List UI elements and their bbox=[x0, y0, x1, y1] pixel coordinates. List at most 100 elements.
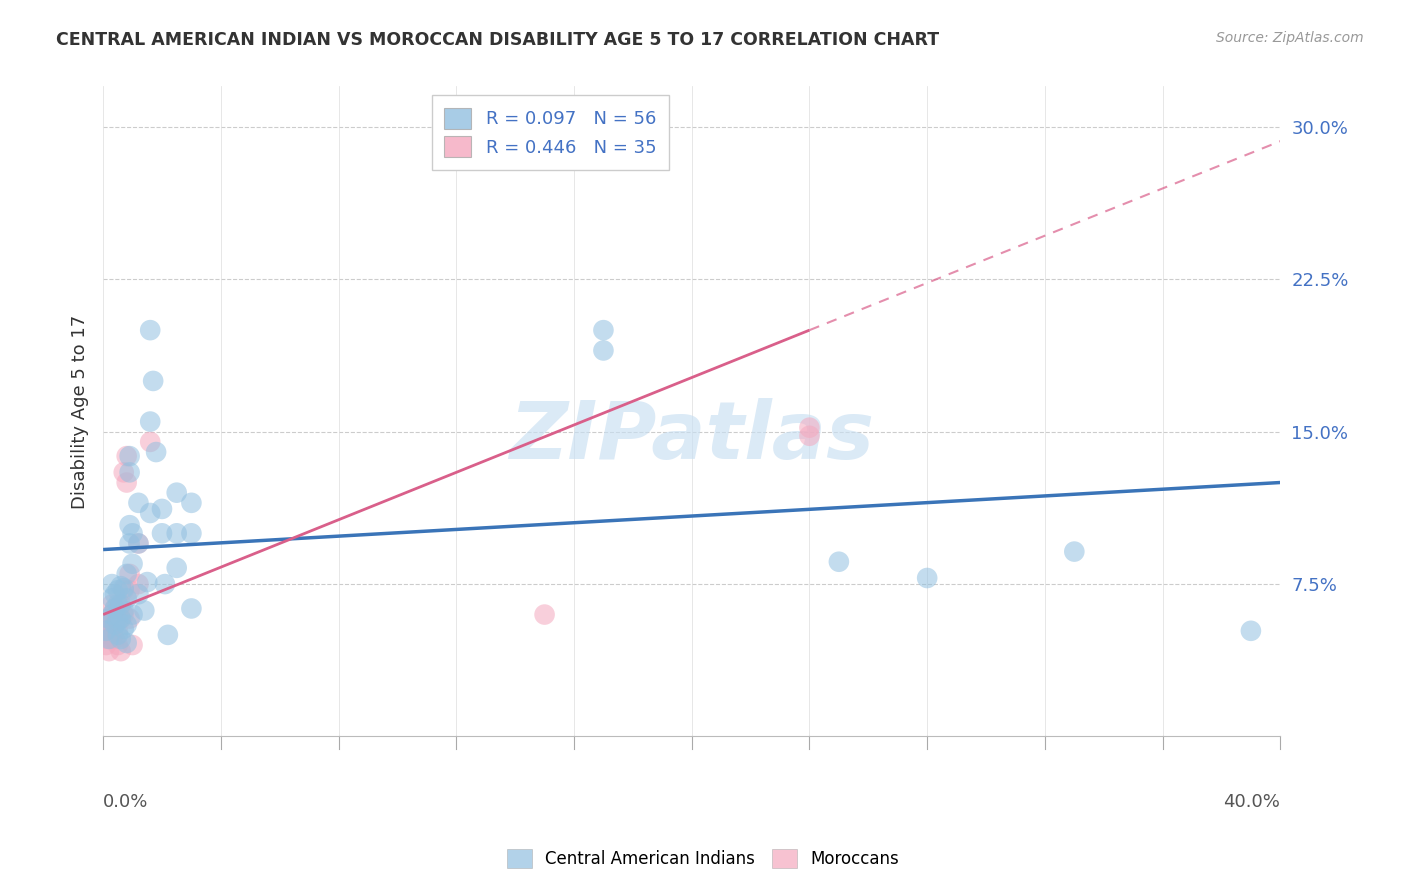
Point bbox=[104, 617, 127, 632]
Point bbox=[101, 632, 124, 646]
Point bbox=[118, 566, 141, 581]
Point bbox=[94, 624, 117, 638]
Point bbox=[94, 638, 117, 652]
Point bbox=[166, 526, 188, 541]
Point bbox=[101, 607, 124, 622]
Point bbox=[107, 583, 129, 598]
Text: 40.0%: 40.0% bbox=[1223, 793, 1281, 812]
Point bbox=[799, 429, 821, 443]
Point bbox=[110, 644, 132, 658]
Point bbox=[98, 617, 121, 632]
Point bbox=[150, 502, 173, 516]
Point bbox=[180, 526, 202, 541]
Point bbox=[112, 581, 135, 595]
Point bbox=[94, 624, 117, 638]
Point bbox=[110, 612, 132, 626]
Point bbox=[153, 577, 176, 591]
Point bbox=[115, 636, 138, 650]
Point bbox=[115, 449, 138, 463]
Text: Source: ZipAtlas.com: Source: ZipAtlas.com bbox=[1216, 31, 1364, 45]
Point bbox=[127, 496, 149, 510]
Point bbox=[101, 617, 124, 632]
Point bbox=[98, 628, 121, 642]
Point bbox=[139, 506, 162, 520]
Point bbox=[112, 583, 135, 598]
Point bbox=[136, 575, 159, 590]
Point bbox=[139, 434, 162, 449]
Point bbox=[104, 617, 127, 632]
Point bbox=[104, 587, 127, 601]
Point bbox=[98, 632, 121, 646]
Point bbox=[118, 518, 141, 533]
Point bbox=[121, 638, 143, 652]
Point bbox=[101, 598, 124, 612]
Point bbox=[112, 603, 135, 617]
Point bbox=[107, 598, 129, 612]
Point bbox=[127, 536, 149, 550]
Point bbox=[156, 628, 179, 642]
Point bbox=[1240, 624, 1263, 638]
Point bbox=[104, 601, 127, 615]
Text: 0.0%: 0.0% bbox=[103, 793, 149, 812]
Point bbox=[127, 587, 149, 601]
Point bbox=[110, 598, 132, 612]
Point bbox=[107, 628, 129, 642]
Point bbox=[121, 557, 143, 571]
Point bbox=[104, 601, 127, 615]
Point bbox=[118, 612, 141, 626]
Legend: Central American Indians, Moroccans: Central American Indians, Moroccans bbox=[501, 842, 905, 875]
Point bbox=[118, 536, 141, 550]
Point bbox=[101, 607, 124, 622]
Point bbox=[139, 323, 162, 337]
Text: CENTRAL AMERICAN INDIAN VS MOROCCAN DISABILITY AGE 5 TO 17 CORRELATION CHART: CENTRAL AMERICAN INDIAN VS MOROCCAN DISA… bbox=[56, 31, 939, 49]
Point bbox=[98, 644, 121, 658]
Point bbox=[915, 571, 938, 585]
Point bbox=[98, 612, 121, 626]
Point bbox=[134, 603, 156, 617]
Point bbox=[98, 612, 121, 626]
Legend: R = 0.097   N = 56, R = 0.446   N = 35: R = 0.097 N = 56, R = 0.446 N = 35 bbox=[432, 95, 669, 169]
Point bbox=[110, 612, 132, 626]
Point bbox=[127, 536, 149, 550]
Point bbox=[592, 343, 614, 358]
Point bbox=[107, 607, 129, 622]
Point bbox=[121, 607, 143, 622]
Point bbox=[592, 323, 614, 337]
Point bbox=[115, 566, 138, 581]
Point bbox=[107, 624, 129, 638]
Point bbox=[180, 601, 202, 615]
Point bbox=[112, 607, 135, 622]
Point bbox=[139, 415, 162, 429]
Point bbox=[110, 598, 132, 612]
Point bbox=[118, 449, 141, 463]
Point bbox=[142, 374, 165, 388]
Point bbox=[166, 561, 188, 575]
Point bbox=[121, 526, 143, 541]
Point bbox=[112, 466, 135, 480]
Point bbox=[533, 607, 555, 622]
Point bbox=[150, 526, 173, 541]
Point bbox=[118, 583, 141, 598]
Text: ZIPatlas: ZIPatlas bbox=[509, 399, 875, 476]
Point bbox=[145, 445, 167, 459]
Point bbox=[1063, 544, 1085, 558]
Point bbox=[127, 577, 149, 591]
Point bbox=[107, 614, 129, 628]
Y-axis label: Disability Age 5 to 17: Disability Age 5 to 17 bbox=[72, 314, 89, 508]
Point bbox=[180, 496, 202, 510]
Point bbox=[107, 638, 129, 652]
Point bbox=[112, 622, 135, 636]
Point bbox=[110, 579, 132, 593]
Point bbox=[115, 475, 138, 490]
Point bbox=[118, 466, 141, 480]
Point bbox=[799, 420, 821, 434]
Point bbox=[166, 485, 188, 500]
Point bbox=[101, 577, 124, 591]
Point bbox=[828, 555, 851, 569]
Point bbox=[104, 632, 127, 646]
Point bbox=[115, 617, 138, 632]
Point bbox=[115, 591, 138, 606]
Point bbox=[101, 591, 124, 606]
Point bbox=[94, 632, 117, 646]
Point bbox=[110, 632, 132, 646]
